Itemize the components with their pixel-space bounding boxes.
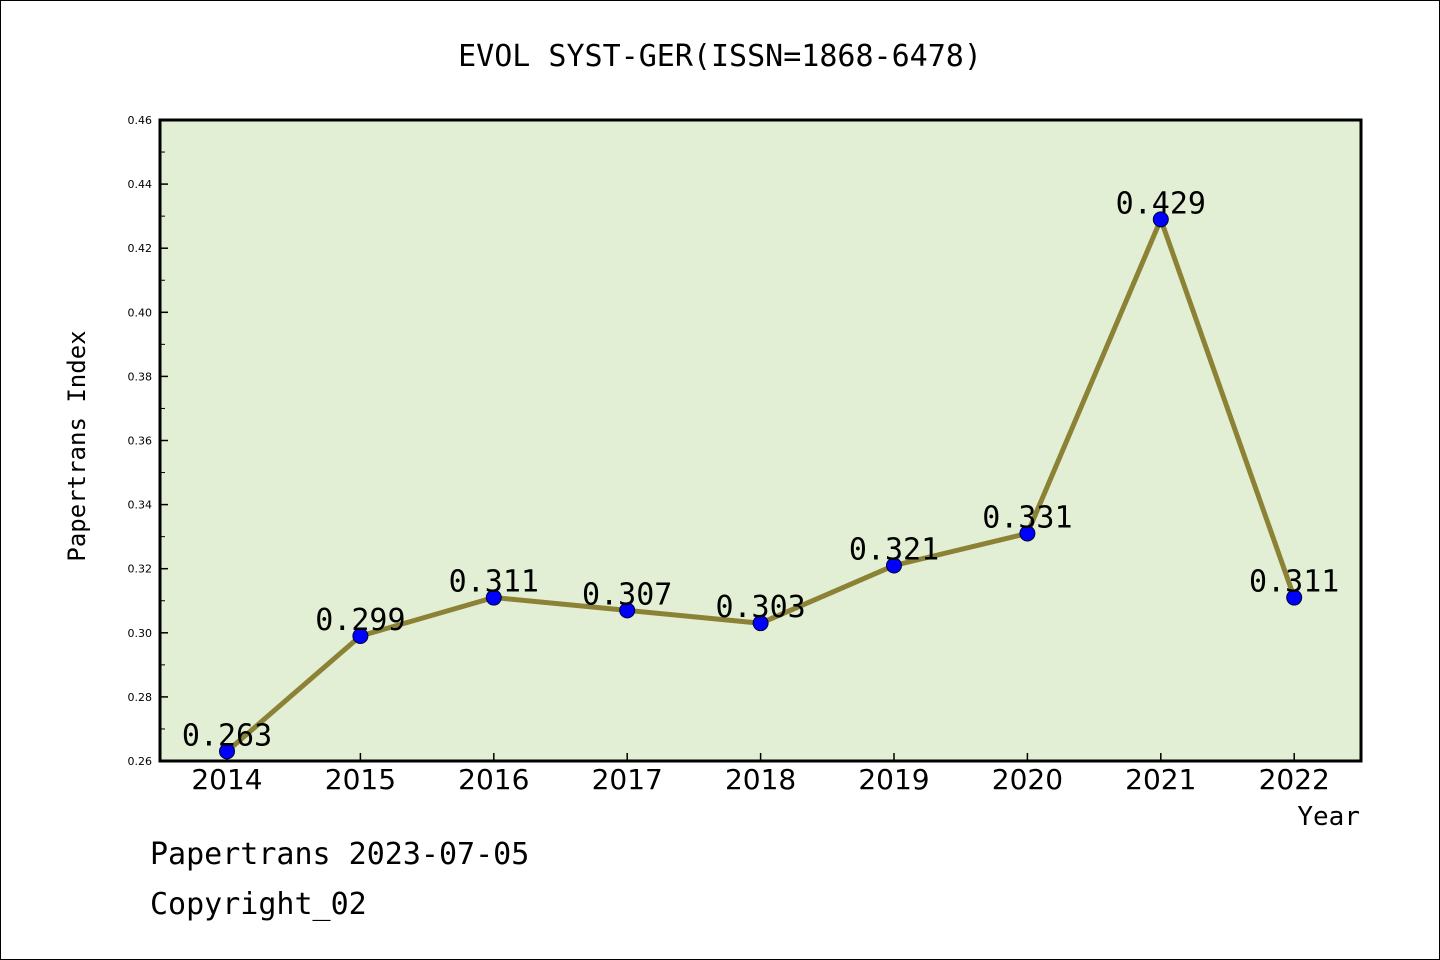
y-tick-label: 0.28	[128, 691, 153, 704]
x-axis-label: Year	[1297, 802, 1360, 832]
chart-title: EVOL SYST-GER(ISSN=1868-6478)	[458, 39, 982, 74]
x-tick-label: 2015	[325, 763, 396, 796]
data-point-2017	[619, 602, 636, 619]
y-tick-label: 0.30	[128, 627, 153, 640]
data-label-2022: 0.311	[1249, 565, 1339, 600]
x-tick-label: 2021	[1125, 763, 1196, 796]
y-tick-label: 0.40	[128, 306, 153, 319]
y-tick-label: 0.34	[128, 499, 153, 512]
x-tick-label: 2020	[992, 763, 1063, 796]
data-label-2014: 0.263	[182, 718, 272, 753]
data-label-2016: 0.311	[449, 565, 539, 600]
footer-copyright: Copyright_02	[150, 887, 367, 922]
y-tick-label: 0.26	[128, 755, 153, 768]
data-label-2021: 0.429	[1116, 186, 1206, 221]
y-tick-label: 0.38	[128, 370, 153, 383]
data-point-2019	[886, 557, 902, 574]
x-tick-label: 2018	[725, 763, 796, 796]
y-tick-label: 0.36	[128, 435, 153, 448]
data-label-2019: 0.321	[849, 532, 939, 567]
x-tick-label: 2016	[458, 763, 529, 796]
x-tick-label: 2017	[592, 763, 663, 796]
data-point-2016	[485, 589, 502, 606]
data-point-2014	[219, 743, 235, 760]
x-tick-label: 2019	[858, 763, 929, 796]
data-point-2021	[1152, 211, 1169, 228]
data-point-2018	[752, 615, 769, 632]
y-tick-label: 0.46	[128, 114, 153, 127]
data-label-2018: 0.303	[715, 590, 805, 625]
y-axis: 0.26 0.28 0.30 0.32 0.34 0.36 0.38 0.40 0.42 0.44…	[128, 114, 168, 768]
data-point-2022	[1286, 589, 1303, 606]
y-tick-label: 0.42	[128, 242, 153, 255]
x-tick-label: 2014	[191, 763, 262, 796]
data-labels: 0.263 0.299 0.311 0.307 0.303 0.321 0.331 0.429…	[182, 186, 1340, 753]
y-tick-label: 0.32	[128, 563, 153, 576]
y-axis-label: Papertrans Index	[63, 330, 91, 561]
data-point-2015	[352, 628, 369, 645]
footer-date: Papertrans 2023-07-05	[150, 837, 529, 872]
series-markers	[219, 211, 1303, 760]
data-label-2020: 0.331	[982, 500, 1072, 535]
data-label-2015: 0.299	[315, 603, 405, 638]
x-tick-label: 2022	[1259, 763, 1330, 796]
data-point-2020	[1019, 525, 1036, 542]
data-label-2017: 0.307	[582, 577, 672, 612]
y-tick-label: 0.44	[128, 178, 153, 191]
x-axis: 2014 2015 2016 2017 2018 2019 2020 2021 2022	[191, 753, 1330, 796]
